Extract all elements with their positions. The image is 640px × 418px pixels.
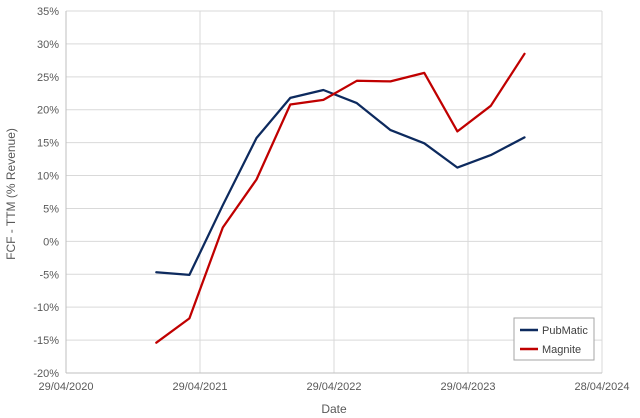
y-tick-label: 10%: [37, 171, 59, 183]
y-tick-label: 15%: [37, 138, 59, 150]
data-point-pubmatic: [255, 137, 257, 139]
y-tick-label: 25%: [37, 72, 59, 84]
data-point-pubmatic: [389, 129, 391, 131]
data-point-pubmatic: [222, 204, 224, 206]
data-point-magnite: [155, 342, 157, 344]
x-tick-label: 29/04/2021: [172, 381, 227, 393]
data-point-magnite: [222, 226, 224, 228]
data-point-pubmatic: [423, 142, 425, 144]
legend-label: PubMatic: [542, 325, 588, 337]
y-tick-label: 0%: [43, 236, 59, 248]
x-axis-title: Date: [321, 402, 347, 416]
series-line-magnite: [155, 52, 526, 344]
data-point-pubmatic: [456, 166, 458, 168]
data-point-magnite: [188, 317, 190, 319]
y-axis-title: FCF - TTM (% Revenue): [4, 128, 18, 260]
y-tick-label: -15%: [33, 335, 59, 347]
data-point-magnite: [356, 80, 358, 82]
data-point-magnite: [490, 105, 492, 107]
legend-box: [513, 317, 595, 361]
tick-labels: -20% -15% -10% -5% 0% 5% 10% 15% 20% 25% 30% 35% 29/…: [33, 6, 629, 393]
legend-label: Magnite: [542, 344, 581, 356]
legend: PubMatic Magnite: [513, 317, 595, 361]
y-tick-label: -10%: [33, 302, 59, 314]
data-point-pubmatic: [188, 274, 190, 276]
y-tick-label: -20%: [33, 368, 59, 380]
data-point-pubmatic: [155, 271, 157, 273]
data-point-pubmatic: [490, 154, 492, 156]
y-tick-label: 35%: [37, 6, 59, 18]
data-point-magnite: [423, 72, 425, 74]
data-point-magnite: [456, 130, 458, 132]
axes: [65, 11, 602, 374]
data-point-magnite: [523, 53, 525, 55]
data-point-magnite: [322, 99, 324, 101]
series-line-pubmatic: [155, 88, 526, 277]
x-tick-label: 29/04/2023: [440, 381, 495, 393]
y-tick-label: 5%: [43, 203, 59, 215]
data-point-magnite: [289, 103, 291, 105]
data-point-pubmatic: [322, 89, 324, 91]
data-point-magnite: [255, 178, 257, 180]
x-tick-label: 29/04/2022: [306, 381, 361, 393]
y-tick-label: -5%: [39, 269, 59, 281]
series-lines: [155, 52, 526, 344]
data-point-pubmatic: [356, 102, 358, 104]
x-tick-label: 29/04/2020: [38, 381, 93, 393]
x-tick-label: 28/04/2024: [574, 381, 629, 393]
data-point-magnite: [389, 80, 391, 82]
y-tick-label: 20%: [37, 105, 59, 117]
data-point-pubmatic: [523, 136, 525, 138]
data-point-pubmatic: [289, 97, 291, 99]
y-tick-label: 30%: [37, 39, 59, 51]
